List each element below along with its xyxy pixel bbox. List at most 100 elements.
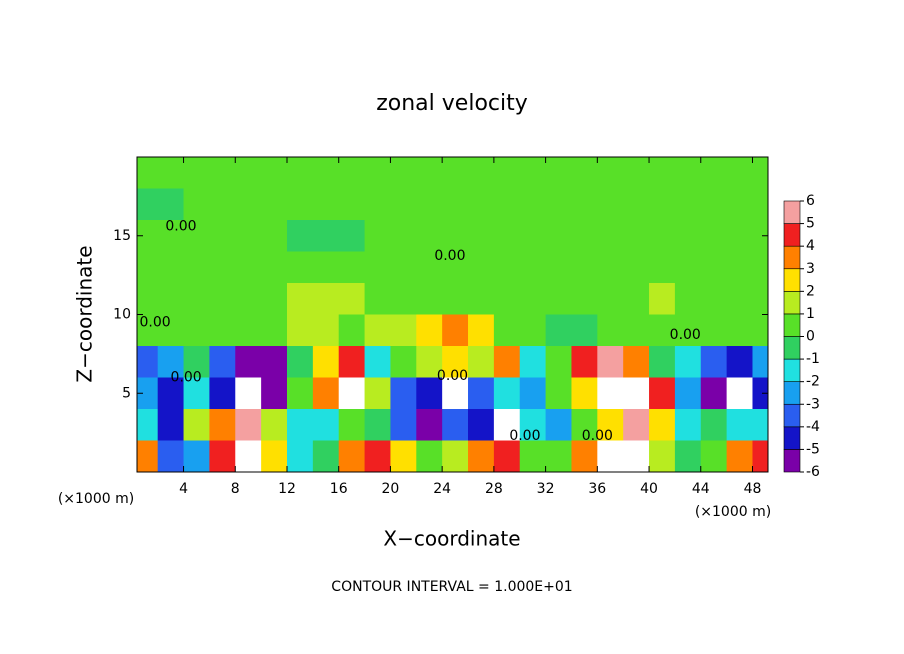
- cell: [364, 283, 391, 315]
- cell: [571, 220, 598, 252]
- cell: [390, 314, 417, 347]
- cell: [700, 251, 728, 284]
- y-tick-label: 10: [113, 307, 131, 323]
- cell: [416, 251, 443, 284]
- cell: [597, 409, 624, 441]
- cell: [468, 377, 495, 410]
- cell: [338, 409, 366, 441]
- cell: [416, 188, 443, 221]
- cell: [286, 251, 314, 284]
- cell: [752, 409, 768, 441]
- cell: [235, 220, 262, 252]
- cell: [726, 283, 753, 315]
- cell: [416, 346, 443, 378]
- cell: [726, 314, 753, 347]
- cell: [442, 283, 469, 315]
- cell: [137, 314, 159, 347]
- cell: [286, 157, 314, 189]
- cell: [442, 409, 469, 441]
- cell: [726, 251, 753, 284]
- colorbar-label: 6: [806, 193, 815, 209]
- cell: [338, 188, 366, 221]
- cell: [137, 283, 159, 315]
- cell: [261, 346, 288, 378]
- cell: [493, 157, 521, 189]
- cell: [364, 188, 391, 221]
- cell: [468, 283, 495, 315]
- cell: [519, 377, 547, 410]
- cell: [235, 409, 262, 441]
- cell: [442, 346, 469, 378]
- cell: [623, 440, 650, 472]
- cell: [235, 440, 262, 472]
- cell: [286, 314, 314, 347]
- cell: [468, 188, 495, 221]
- cell: [623, 220, 650, 252]
- x-tick-label: 36: [588, 481, 606, 497]
- cell: [649, 377, 676, 410]
- cell: [364, 220, 391, 252]
- cell: [519, 440, 547, 472]
- cell: [286, 188, 314, 221]
- cell: [623, 251, 650, 284]
- cell: [468, 220, 495, 252]
- cell: [519, 157, 547, 189]
- colorbar-swatch: [783, 223, 801, 247]
- cell: [623, 346, 650, 378]
- cell: [286, 346, 314, 378]
- cell: [571, 188, 598, 221]
- cell: [364, 157, 391, 189]
- cell: [416, 377, 443, 410]
- cell: [364, 346, 391, 378]
- cell: [364, 440, 391, 472]
- cell: [700, 346, 728, 378]
- cell: [597, 377, 624, 410]
- colorbar-swatch: [783, 268, 801, 292]
- cell: [390, 440, 417, 472]
- cell: [442, 220, 469, 252]
- x-tick-label: 4: [179, 481, 188, 497]
- cell: [571, 314, 598, 347]
- cell: [312, 157, 340, 189]
- cell: [674, 220, 702, 252]
- cell: [312, 314, 340, 347]
- cell: [364, 377, 391, 410]
- colorbar-swatch: [783, 200, 801, 224]
- cell: [468, 440, 495, 472]
- cell: [416, 220, 443, 252]
- cell: [726, 440, 753, 472]
- cell: [157, 220, 185, 252]
- colorbar-label: -1: [806, 351, 820, 367]
- cell: [312, 377, 340, 410]
- cell: [157, 188, 185, 221]
- x-tick-label: 40: [640, 481, 658, 497]
- cell: [338, 283, 366, 315]
- cell: [286, 283, 314, 315]
- cell: [261, 188, 288, 221]
- cell: [312, 346, 340, 378]
- cell: [674, 346, 702, 378]
- cell: [493, 188, 521, 221]
- cell: [261, 283, 288, 315]
- cell: [157, 440, 185, 472]
- cell: [623, 283, 650, 315]
- cell: [700, 188, 728, 221]
- cell: [235, 314, 262, 347]
- cell: [390, 157, 417, 189]
- colorbar-label: -2: [806, 374, 820, 390]
- cell: [700, 409, 728, 441]
- cell: [235, 157, 262, 189]
- cell: [183, 220, 210, 252]
- cell: [261, 157, 288, 189]
- cell: [571, 251, 598, 284]
- cell: [442, 188, 469, 221]
- cell: [235, 188, 262, 221]
- cell: [209, 440, 236, 472]
- cell: [726, 188, 753, 221]
- cell: [519, 188, 547, 221]
- colorbar-label: 2: [806, 283, 815, 299]
- cell: [261, 220, 288, 252]
- cell: [312, 220, 340, 252]
- cell: [338, 440, 366, 472]
- cell: [338, 220, 366, 252]
